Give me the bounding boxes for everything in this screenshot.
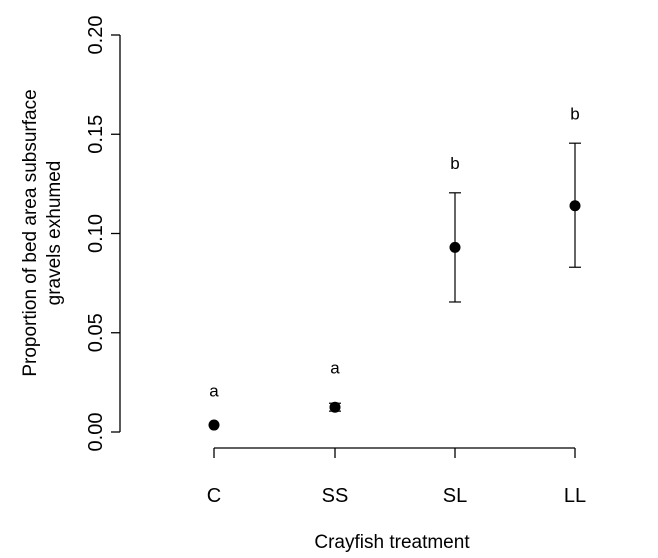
y-axis-title-line-2: gravels exhumed (44, 161, 65, 306)
y-tick-label: 0.00 (85, 413, 107, 452)
data-marks: a a b b (208, 104, 581, 431)
significance-label: b (570, 104, 579, 123)
data-point (329, 401, 341, 413)
x-axis-title: Crayfish treatment (314, 532, 470, 553)
y-tick-label: 0.05 (85, 313, 107, 352)
y-axis-title-line-1: Proportion of bed area subsurface (20, 89, 41, 376)
y-tick-label: 0.15 (85, 115, 107, 154)
data-point (208, 419, 220, 431)
data-point (569, 200, 581, 212)
y-tick-label: 0.10 (85, 214, 107, 253)
significance-label: b (450, 154, 459, 173)
y-axis-title: Proportion of bed area subsurface gravel… (20, 89, 65, 376)
axes: 0.00 0.05 0.10 0.15 0.20 C SS SL LL (85, 16, 586, 507)
y-tick-label: 0.20 (85, 16, 107, 55)
x-tick-label: SL (443, 485, 467, 507)
data-point (449, 241, 461, 253)
significance-label: a (330, 358, 340, 377)
x-tick-label: SS (322, 485, 349, 507)
x-tick-label: LL (564, 485, 586, 507)
x-tick-label: C (207, 485, 221, 507)
significance-label: a (209, 381, 219, 400)
